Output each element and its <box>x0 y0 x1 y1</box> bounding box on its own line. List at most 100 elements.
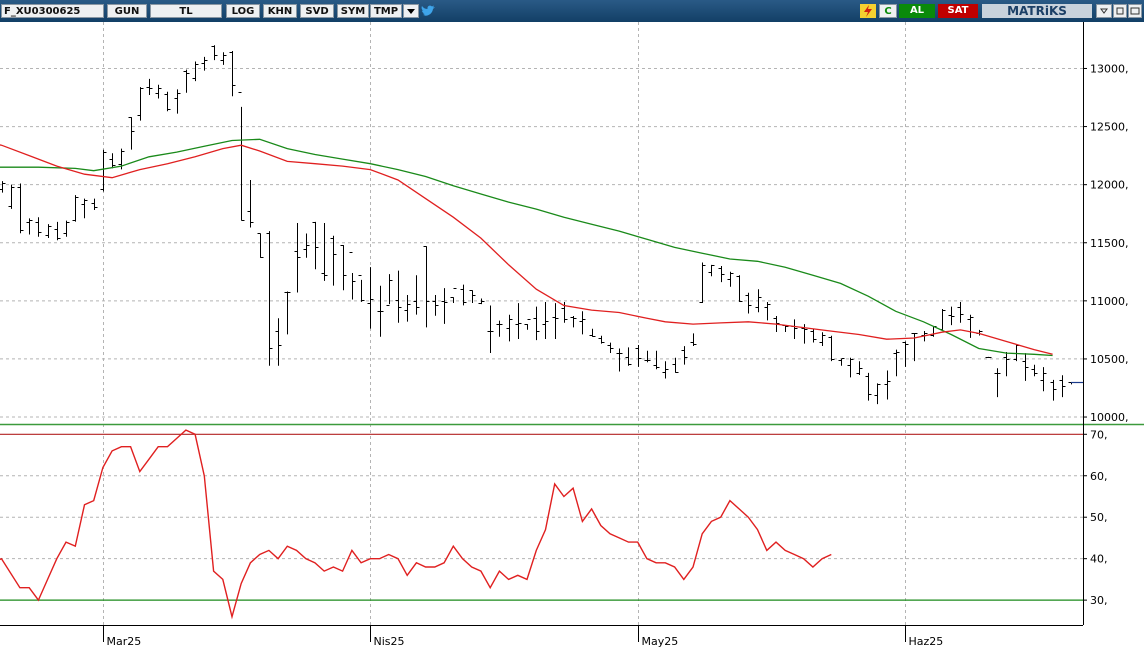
price-bar <box>91 198 98 211</box>
price-bar <box>284 291 291 335</box>
twitter-icon[interactable] <box>420 3 438 19</box>
price-bar <box>201 56 208 71</box>
price-bar <box>745 292 752 314</box>
price-bar <box>598 335 605 344</box>
tmp-button[interactable]: TMP <box>370 4 402 18</box>
price-bar <box>0 181 6 193</box>
price-tick-label: 10500, <box>1090 353 1129 366</box>
price-bar <box>985 356 992 358</box>
price-bar <box>672 357 679 373</box>
price-bar <box>109 153 116 169</box>
chart-panels <box>0 22 1144 626</box>
price-tick-label: 10000, <box>1090 411 1129 424</box>
price-bar <box>146 78 153 96</box>
oscillator-line <box>0 429 832 620</box>
date-label: Haz25 <box>909 635 944 648</box>
svd-button[interactable]: SVD <box>300 4 334 18</box>
price-bar <box>948 306 955 326</box>
price-bar <box>487 305 494 353</box>
price-bar <box>506 314 513 342</box>
price-bar <box>35 217 42 237</box>
price-bar <box>782 325 789 333</box>
date-label: Mar25 <box>107 635 142 648</box>
price-bar <box>653 350 660 370</box>
price-bar <box>192 61 199 82</box>
restore-icon[interactable] <box>1113 4 1127 18</box>
log-button[interactable]: LOG <box>226 4 260 18</box>
price-bar <box>856 361 863 376</box>
price-bar <box>174 89 181 114</box>
price-bar <box>238 92 245 221</box>
price-tick-label: 11000, <box>1090 295 1129 308</box>
price-bar <box>1031 364 1038 377</box>
price-bar <box>349 252 356 300</box>
oscillator-panel <box>0 429 1083 620</box>
c-button[interactable]: C <box>879 4 897 18</box>
price-bar <box>155 84 162 99</box>
price-bar <box>847 357 854 378</box>
price-bar <box>552 303 559 340</box>
slow-moving-average-line <box>0 138 1053 357</box>
price-bar <box>1003 351 1010 377</box>
oscillator-tick-label: 40, <box>1090 553 1108 566</box>
chart-toolbar: F_XU0300625 GUN TL LOG KHN SVD SYM TMP C… <box>0 0 1144 22</box>
price-bar <box>791 319 798 340</box>
lightning-icon[interactable] <box>860 4 876 18</box>
price-bar <box>1059 375 1066 398</box>
brand-logo: MATRiKS <box>982 4 1092 18</box>
price-bar <box>902 341 909 367</box>
price-bar <box>819 332 826 346</box>
chart-area[interactable]: 13000, 12500, 12000, 11500, 11000, 10500, 1000… <box>0 22 1144 650</box>
price-bar <box>229 51 236 97</box>
price-bar <box>312 221 319 270</box>
close-icon[interactable] <box>1128 4 1142 18</box>
price-bar <box>164 91 171 112</box>
price-bar <box>1050 379 1057 401</box>
price-bar <box>736 275 743 302</box>
price-bar <box>579 311 586 335</box>
buy-button[interactable]: AL <box>899 4 935 18</box>
price-bar <box>441 288 448 324</box>
price-bar <box>211 45 218 61</box>
oscillator-axis: 70, 60, 50, 40, 30, <box>1083 428 1108 607</box>
khn-button[interactable]: KHN <box>263 4 297 18</box>
price-bar <box>690 333 697 346</box>
symbol-field[interactable]: F_XU0300625 <box>1 4 104 18</box>
price-bar <box>635 344 642 367</box>
price-bar <box>432 295 439 316</box>
price-bar <box>589 328 596 337</box>
price-bar <box>533 306 540 341</box>
price-bar <box>81 198 88 219</box>
currency-button[interactable]: TL <box>150 4 222 18</box>
price-bar <box>625 347 632 366</box>
price-bar <box>1040 367 1047 392</box>
price-bar <box>570 315 577 328</box>
price-bar <box>496 320 503 337</box>
sym-button[interactable]: SYM <box>337 4 369 18</box>
price-bar <box>616 348 623 372</box>
price-bar <box>358 275 365 302</box>
price-axis: 13000, 12500, 12000, 11500, 11000, 10500, 1000… <box>1083 62 1129 424</box>
price-bars <box>0 45 1075 405</box>
dropdown-arrow-icon[interactable] <box>403 4 419 18</box>
price-bar <box>128 117 135 150</box>
price-bar <box>423 246 430 328</box>
price-bar <box>967 314 974 338</box>
price-bar <box>681 346 688 365</box>
price-bar <box>662 361 669 379</box>
oscillator-tick-label: 50, <box>1090 511 1108 524</box>
price-bar <box>699 262 706 304</box>
price-tick-label: 11500, <box>1090 237 1129 250</box>
price-bar <box>137 87 144 121</box>
price-bar <box>810 328 817 343</box>
price-tick-label: 12000, <box>1090 179 1129 192</box>
minimize-icon[interactable] <box>1096 4 1112 18</box>
date-label: Nis25 <box>374 635 405 648</box>
price-bar <box>8 184 15 209</box>
price-bar <box>469 290 476 304</box>
price-bar <box>718 265 725 283</box>
period-button[interactable]: GUN <box>107 4 147 18</box>
sell-button[interactable]: SAT <box>938 4 978 18</box>
price-bar <box>63 220 70 237</box>
price-bar <box>1022 353 1029 381</box>
